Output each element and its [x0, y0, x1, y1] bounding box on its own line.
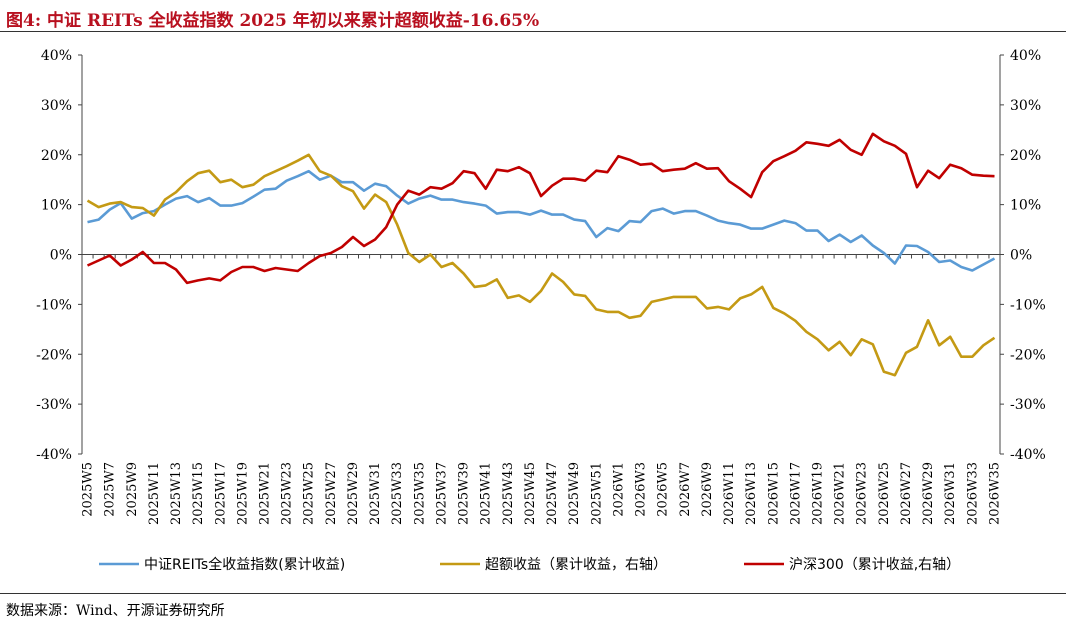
x-tick-label: 2025W51 — [589, 462, 604, 525]
left-y-axis-ticks: 40% 30% 20% 10% 0% -10% -20% -30% -40% — [36, 48, 82, 463]
right-tick-label: 10% — [1010, 198, 1041, 214]
x-tick-label: 2026W35 — [987, 462, 1002, 525]
x-tick-label: 2026W13 — [744, 462, 759, 525]
x-tick-label: 2025W35 — [412, 462, 427, 525]
x-tick-label: 2025W47 — [545, 462, 560, 525]
right-tick-label: 0% — [1010, 248, 1032, 264]
x-tick-label: 2025W23 — [280, 462, 295, 525]
legend-label: 沪深300（累计收益,右轴） — [789, 557, 960, 573]
x-tick-label: 2026W7 — [678, 462, 693, 517]
x-tick-label: 2026W27 — [899, 462, 914, 525]
title-divider — [0, 31, 1066, 32]
x-tick-label: 2025W37 — [434, 462, 449, 525]
series-line — [86, 132, 995, 285]
series-lines — [86, 132, 996, 377]
right-tick-label: -40% — [1010, 447, 1046, 463]
x-tick-label: 2026W3 — [634, 462, 649, 517]
left-tick-label: 0% — [50, 248, 72, 264]
x-tick-label: 2025W9 — [125, 462, 140, 517]
x-tick-label: 2025W25 — [302, 462, 317, 525]
x-tick-label: 2025W33 — [390, 462, 405, 525]
left-tick-label: -40% — [36, 447, 72, 463]
x-tick-label: 2025W43 — [501, 462, 516, 525]
x-tick-label: 2026W29 — [921, 462, 936, 525]
x-axis-ticks: 2025W5 2025W7 2025W9 2025W11 2025W13 2025W15 2… — [81, 254, 1002, 525]
x-tick-label: 2025W39 — [457, 462, 472, 525]
x-tick-label: 2025W29 — [346, 462, 361, 525]
x-tick-label: 2025W27 — [324, 462, 339, 525]
x-tick-label: 2025W41 — [479, 462, 494, 525]
x-tick-label: 2025W19 — [235, 462, 250, 525]
x-tick-label: 2026W31 — [943, 462, 958, 525]
legend-label: 中证REITs全收益指数(累计收益) — [144, 556, 345, 573]
x-tick-label: 2025W5 — [81, 462, 96, 517]
right-tick-label: 40% — [1010, 48, 1041, 64]
x-tick-label: 2026W17 — [788, 462, 803, 525]
x-tick-label: 2026W33 — [965, 462, 980, 525]
chart-axes — [81, 55, 1001, 454]
x-tick-label: 2025W49 — [567, 462, 582, 525]
x-tick-label: 2026W21 — [833, 462, 848, 525]
right-tick-label: -30% — [1010, 397, 1046, 413]
left-tick-label: -10% — [36, 297, 72, 313]
x-tick-label: 2026W15 — [766, 462, 781, 525]
x-tick-label: 2026W5 — [656, 462, 671, 517]
x-tick-label: 2026W11 — [722, 462, 737, 525]
chart-legend: 中证REITs全收益指数(累计收益) 超额收益（累计收益，右轴） 沪深300（累计收… — [99, 556, 960, 573]
x-tick-label: 2025W17 — [213, 462, 228, 525]
data-source-note: 数据来源：Wind、开源证券研究所 — [6, 603, 225, 619]
right-tick-label: 30% — [1010, 98, 1041, 114]
left-tick-label: 10% — [41, 198, 72, 214]
x-tick-label: 2026W23 — [855, 462, 870, 525]
x-tick-label: 2026W19 — [811, 462, 826, 525]
x-tick-label: 2026W25 — [877, 462, 892, 525]
right-tick-label: 20% — [1010, 148, 1041, 164]
left-tick-label: -20% — [36, 347, 72, 363]
x-tick-label: 2025W11 — [147, 462, 162, 525]
right-y-axis-ticks: 40% 30% 20% 10% 0% -10% -20% -30% -40% — [1000, 48, 1046, 463]
x-tick-label: 2026W9 — [700, 462, 715, 517]
right-tick-label: -10% — [1010, 297, 1046, 313]
series-line — [87, 169, 996, 272]
left-tick-label: 30% — [41, 98, 72, 114]
x-tick-label: 2025W31 — [368, 462, 383, 525]
x-tick-label: 2025W21 — [257, 462, 272, 525]
left-tick-label: 20% — [41, 148, 72, 164]
legend-label: 超额收益（累计收益，右轴） — [485, 557, 667, 573]
left-tick-label: -30% — [36, 397, 72, 413]
chart-title: 图4: 中证 REITs 全收益指数 2025 年初以来累计超额收益-16.65… — [6, 11, 540, 31]
right-tick-label: -20% — [1010, 347, 1046, 363]
series-line — [86, 153, 996, 377]
x-tick-label: 2025W45 — [523, 462, 538, 525]
source-divider — [0, 593, 1066, 594]
left-tick-label: 40% — [41, 48, 72, 64]
x-tick-label: 2025W15 — [191, 462, 206, 525]
line-chart: 40% 30% 20% 10% 0% -10% -20% -30% -40% 40% 30% 20%… — [36, 48, 1046, 573]
x-tick-label: 2025W7 — [103, 462, 118, 517]
x-tick-label: 2026W1 — [611, 462, 626, 517]
x-tick-label: 2025W13 — [169, 462, 184, 525]
